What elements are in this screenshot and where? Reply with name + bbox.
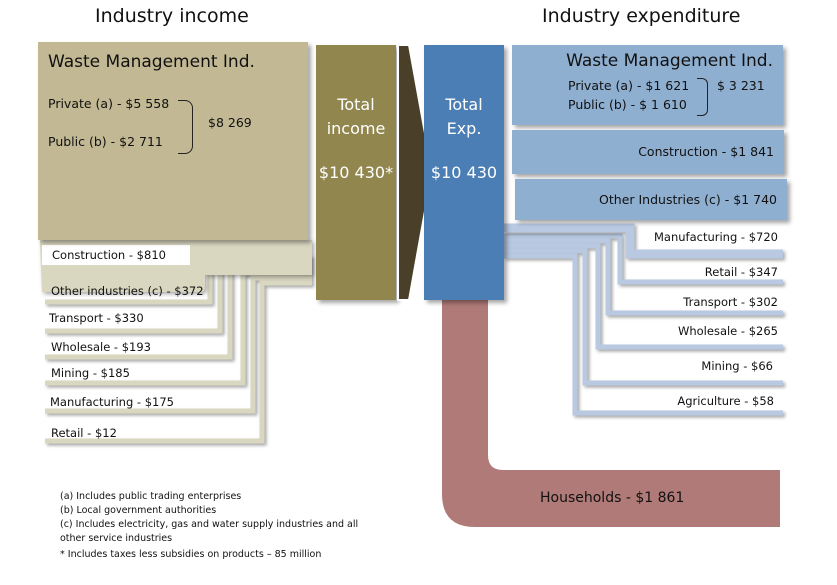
- footnote-b: (b) Local government authorities: [60, 505, 217, 516]
- income-item-construction: Construction - $810: [52, 248, 166, 262]
- exp-public: Public (b) - $ 1 610: [568, 97, 687, 112]
- exp-item-manufacturing: Manufacturing - $720: [653, 230, 778, 244]
- brace-icon: [697, 78, 708, 116]
- exp-other-industries-box: Other Industries (c) - $1 740: [515, 179, 787, 220]
- footnote-c-cont: other service industries: [60, 533, 173, 544]
- footnote-star: * Includes taxes less subsidies on produ…: [60, 549, 322, 560]
- income-flow-line: [45, 275, 312, 414]
- exp-private: Private (a) - $1 621: [568, 78, 690, 93]
- income-item-other: Other industries (c) - $372: [51, 284, 204, 298]
- exp-item-agriculture: Agriculture - $58: [677, 394, 774, 408]
- income-waste-total: $8 269: [208, 115, 252, 130]
- expenditure-flow-line: [504, 253, 783, 416]
- total-income-value: $10 430*: [318, 163, 394, 182]
- footnote-c: (c) Includes electricity, gas and water …: [60, 519, 359, 530]
- total-income-line1: Total: [337, 95, 375, 114]
- income-item-manufacturing: Manufacturing - $175: [50, 395, 175, 409]
- expenditure-flow-line: [504, 238, 783, 316]
- income-item-transport: Transport - $330: [49, 311, 144, 325]
- income-item-wholesale: Wholesale - $193: [51, 340, 152, 354]
- households-label: Households - $1 861: [540, 490, 685, 506]
- total-exp-value: $10 430: [430, 163, 498, 182]
- income-private: Private (a) - $5 558: [48, 96, 170, 111]
- exp-item-wholesale: Wholesale - $265: [677, 324, 778, 338]
- total-exp-line2: Exp.: [446, 119, 482, 138]
- construction-label-bg: [42, 245, 190, 265]
- exp-waste-title: Waste Management Ind.: [566, 51, 773, 71]
- income-waste-title: Waste Management Ind.: [48, 52, 255, 72]
- exp-construction-label: Construction - $1 841: [638, 144, 774, 159]
- income-item-mining: Mining - $185: [51, 366, 130, 380]
- total-expenditure-box: Total Exp. $10 430: [424, 45, 504, 300]
- households-flow: [442, 300, 780, 527]
- expenditure-flow-line: [504, 243, 783, 350]
- expenditure-flow-line: [504, 233, 783, 285]
- total-income-box: Total income $10 430*: [316, 45, 396, 300]
- income-title: Industry income: [95, 5, 249, 27]
- income-item-retail: Retail - $12: [51, 426, 117, 440]
- exp-waste-total: $ 3 231: [717, 78, 765, 93]
- income-waste-management-box: Waste Management Ind. Private (a) - $5 5…: [38, 42, 308, 240]
- exp-item-mining: Mining - $66: [701, 359, 773, 373]
- total-income-line2: income: [326, 119, 386, 138]
- expenditure-title: Industry expenditure: [542, 5, 741, 27]
- exp-waste-management-box: Waste Management Ind. Private (a) - $1 6…: [512, 45, 783, 125]
- exp-other-label: Other Industries (c) - $1 740: [599, 192, 777, 207]
- exp-item-transport: Transport - $302: [683, 295, 778, 309]
- expenditure-flow-line-manufacturing: [504, 223, 783, 259]
- brace-icon: [178, 100, 193, 154]
- income-public: Public (b) - $2 711: [48, 134, 163, 149]
- exp-construction-box: Construction - $1 841: [512, 130, 784, 174]
- expenditure-flow-line: [504, 248, 783, 386]
- exp-item-retail: Retail - $347: [704, 265, 778, 279]
- income-flow-line: [45, 280, 312, 444]
- footnote-a: (a) Includes public trading enterprises: [60, 491, 242, 502]
- total-exp-line1: Total: [445, 95, 483, 114]
